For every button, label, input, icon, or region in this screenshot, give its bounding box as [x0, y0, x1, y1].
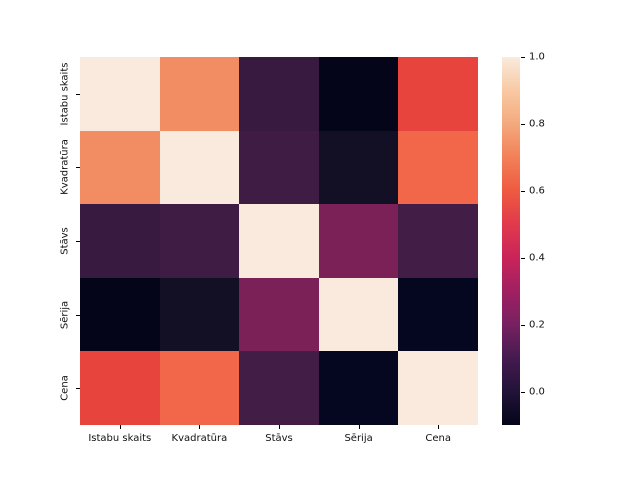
x-tick-label: Cena — [425, 433, 451, 444]
x-tick-label: Sērija — [344, 433, 373, 444]
colorbar-tick-label: 0.4 — [529, 252, 545, 264]
y-tick-mark — [76, 167, 80, 169]
heatmap-cell — [318, 277, 399, 352]
heatmap-cell — [159, 351, 240, 425]
heatmap-cell — [159, 277, 240, 352]
heatmap-plot: Istabu skaits Kvadratūra Stāvs Sērija Cena I… — [60, 57, 478, 444]
x-tick-mark — [438, 425, 440, 429]
x-tick-label: Istabu skaits — [88, 433, 152, 444]
heatmap-cell — [80, 57, 160, 131]
heatmap-cell — [239, 130, 319, 205]
heatmap-cell — [239, 204, 319, 278]
y-tick-label-text: Cena — [59, 375, 71, 401]
heatmap-cell — [80, 130, 160, 205]
x-tick-mark — [119, 425, 121, 429]
colorbar-tick-mark — [521, 123, 525, 125]
colorbar-tick-label: 1.0 — [529, 51, 545, 63]
x-tick-label: Kvadratūra — [171, 433, 228, 444]
heatmap-cell — [80, 277, 160, 352]
heatmap-cell — [159, 204, 240, 278]
heatmap-cell — [318, 130, 399, 205]
y-tick-label-text: Stāvs — [59, 227, 71, 255]
x-tick-mark — [279, 425, 280, 429]
y-tick-mark — [76, 93, 80, 95]
heatmap-cell — [398, 130, 478, 205]
colorbar-tick-mark — [521, 57, 525, 58]
heatmap-cell — [318, 57, 399, 131]
y-tick-label-text: Istabu skaits — [59, 62, 71, 126]
y-tick-mark — [76, 388, 80, 390]
heatmap-cell — [398, 351, 478, 425]
heatmap-cell — [239, 57, 319, 131]
x-tick-mark — [358, 425, 360, 429]
heatmap-cell — [398, 57, 478, 131]
heatmap-cell — [159, 130, 240, 205]
x-tick-mark — [199, 425, 201, 429]
colorbar-tick-label: 0.6 — [529, 185, 545, 197]
x-tick-label: Stāvs — [265, 433, 293, 444]
colorbar-tick-mark — [521, 324, 525, 326]
colorbar-tick-label: 0.2 — [529, 319, 545, 331]
heatmap-cell — [159, 57, 240, 131]
colorbar-tick-mark — [521, 190, 525, 192]
heatmap-grid — [80, 57, 478, 425]
y-tick-label-text: Sērija — [59, 300, 71, 329]
colorbar-tick-label: 0.8 — [529, 118, 545, 130]
y-tick-mark — [76, 241, 80, 242]
heatmap-cell — [318, 351, 399, 425]
y-tick-mark — [76, 314, 80, 316]
colorbar-tick-mark — [521, 391, 525, 393]
colorbar-tick-label: 0.0 — [529, 386, 545, 398]
heatmap-cell — [398, 277, 478, 352]
heatmap-cell — [239, 351, 319, 425]
heatmap-cell — [318, 204, 399, 278]
heatmap-cell — [239, 277, 319, 352]
colorbar-gradient — [502, 57, 520, 425]
colorbar-tick-mark — [521, 257, 525, 259]
heatmap-cell — [80, 204, 160, 278]
heatmap-cell — [398, 204, 478, 278]
colorbar: 1.0 0.8 0.6 0.4 0.2 0.0 — [502, 52, 622, 425]
heatmap-cell — [80, 351, 160, 425]
y-tick-label-text: Kvadratūra — [59, 139, 71, 196]
